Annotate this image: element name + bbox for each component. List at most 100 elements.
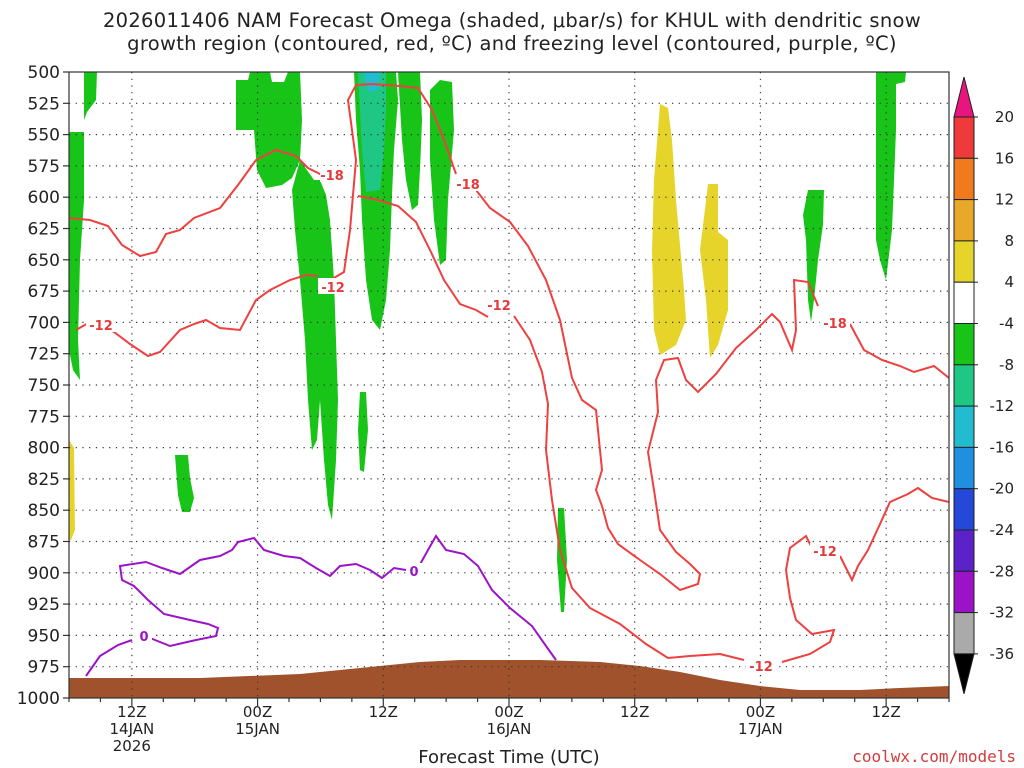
surface-terrain	[69, 660, 949, 698]
contour-red	[357, 195, 489, 318]
colorbar-label: 20	[995, 108, 1014, 126]
x-tick-label: 12Z	[871, 703, 900, 721]
omega-region-green	[236, 72, 302, 188]
omega-shading	[69, 72, 906, 612]
omega-region-green	[430, 80, 454, 265]
colorbar-label: -28	[990, 562, 1015, 580]
colorbar-label: -20	[990, 480, 1015, 498]
colorbar-swatch	[953, 405, 975, 448]
y-tick-label: 875	[28, 533, 60, 553]
contour-purple	[417, 534, 557, 661]
contour-label: -18	[320, 169, 344, 184]
colorbar-swatch	[953, 281, 975, 325]
omega-region-green	[803, 190, 824, 322]
colorbar-label: 8	[1004, 232, 1014, 250]
omega-region-green	[557, 508, 567, 612]
colorbar-swatch	[953, 323, 975, 366]
plot-area	[69, 72, 949, 698]
y-tick-label: 550	[28, 126, 60, 146]
chart-title-line1: 2026011406 NAM Forecast Omega (shaded, μ…	[102, 9, 922, 32]
colorbar-label: 4	[1004, 273, 1014, 291]
colorbar-swatch	[953, 199, 975, 242]
omega-region-green	[398, 72, 422, 210]
omega-region-green	[84, 72, 97, 120]
x-tick-label: 12Z	[117, 703, 146, 721]
contour-label: -18	[456, 178, 480, 193]
colorbar-label: -16	[990, 438, 1015, 456]
chart-title-line2: growth region (contoured, red, ºC) and f…	[127, 32, 897, 55]
colorbar-swatch	[953, 157, 975, 201]
y-tick-label: 725	[28, 345, 60, 365]
omega-region-green	[358, 392, 368, 472]
contour-red	[321, 82, 457, 286]
omega-region-green	[292, 160, 338, 520]
y-tick-label: 500	[28, 63, 60, 83]
omega-region-yellow	[652, 104, 686, 355]
y-tick-label: 800	[28, 439, 60, 459]
x-tick-label: 17JAN	[738, 720, 783, 738]
contour-red	[839, 486, 949, 583]
credit-text: coolwx.com/models	[852, 747, 1016, 766]
x-tick-label: 2026	[113, 737, 151, 755]
colorbar-swatch	[953, 364, 975, 407]
omega-region-cyan	[364, 72, 380, 92]
y-tick-label: 700	[28, 313, 60, 333]
y-tick-label: 675	[28, 282, 60, 302]
contour-red	[513, 315, 745, 661]
omega-region-green	[876, 72, 906, 280]
colorbar-label: -12	[990, 397, 1015, 415]
omega-region-green	[69, 132, 84, 380]
contour-red	[75, 273, 319, 358]
x-tick-label: 12Z	[369, 703, 398, 721]
y-tick-label: 625	[28, 220, 60, 240]
omega-region-yellow	[700, 184, 728, 358]
colorbar: 20 16 12 8 4 -4 -8 -12 -16 -20 -24 -28 -32 -36	[953, 76, 1015, 695]
contour-label: -12	[749, 660, 773, 675]
y-tick-label: 850	[28, 501, 60, 521]
y-tick-label: 925	[28, 595, 60, 615]
colorbar-label: -36	[990, 645, 1015, 663]
colorbar-swatch	[953, 446, 975, 490]
contour-label: -12	[487, 299, 511, 314]
y-axis: 500 525 550 575 600 625 650 675 700 725 750 775 800 8…	[17, 63, 69, 709]
contour-label: -12	[813, 545, 837, 560]
colorbar-label: 16	[995, 149, 1014, 167]
colorbar-arrow-top	[953, 76, 975, 118]
contour-label: 0	[139, 630, 148, 645]
contour-red	[849, 323, 949, 379]
colorbar-label: -8	[999, 356, 1014, 374]
y-tick-label: 975	[28, 658, 60, 678]
contour-label: 0	[409, 565, 418, 580]
contour-label: -12	[89, 319, 113, 334]
colorbar-arrow-bottom	[953, 653, 975, 695]
y-tick-label: 750	[28, 376, 60, 396]
contour-red	[475, 189, 819, 592]
colorbar-swatch	[953, 529, 975, 572]
x-axis-title: Forecast Time (UTC)	[418, 747, 599, 768]
contour-purple	[85, 639, 133, 677]
y-tick-label: 950	[28, 626, 60, 646]
colorbar-swatch	[953, 570, 975, 614]
colorbar-swatch	[953, 116, 975, 159]
y-tick-label: 575	[28, 157, 60, 177]
contour-label: -18	[823, 317, 847, 332]
colorbar-swatch	[953, 612, 975, 655]
colorbar-swatch	[953, 488, 975, 531]
contour-red	[69, 148, 323, 258]
colorbar-label: -32	[990, 604, 1015, 622]
y-tick-label: 775	[28, 407, 60, 427]
omega-region-yellow	[69, 440, 75, 540]
contour-purple	[118, 536, 407, 648]
colorbar-label: -24	[990, 521, 1015, 539]
x-tick-label: 00Z	[746, 703, 775, 721]
contour-labels: -18 -18 -12 -12 -12 -18 -12 -12 0 0	[86, 166, 850, 675]
x-tick-label: 00Z	[243, 703, 272, 721]
colorbar-label: 12	[995, 191, 1014, 209]
omega-region-green	[175, 455, 194, 512]
y-tick-label: 825	[28, 470, 60, 490]
x-tick-label: 00Z	[494, 703, 523, 721]
x-tick-label: 12Z	[620, 703, 649, 721]
y-tick-label: 600	[28, 188, 60, 208]
